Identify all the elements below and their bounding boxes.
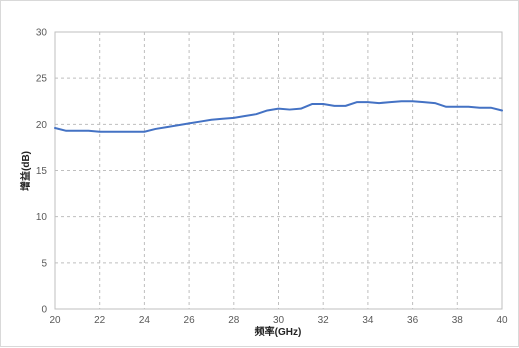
x-tick-label: 38 <box>452 315 464 326</box>
series-line <box>54 100 503 133</box>
y-tick-label: 25 <box>36 74 48 85</box>
x-tick-label: 22 <box>94 315 106 326</box>
y-tick-label: 20 <box>36 120 48 131</box>
y-axis-title: 增益(dB) <box>19 151 32 191</box>
x-tick-label: 32 <box>318 315 330 326</box>
x-tick-label: 24 <box>139 315 151 326</box>
x-tick-label: 40 <box>496 315 508 326</box>
x-tick-label: 28 <box>228 315 240 326</box>
y-tick-label: 15 <box>36 166 48 177</box>
x-tick-label: 30 <box>273 315 285 326</box>
x-tick-label: 34 <box>362 315 374 326</box>
x-tick-label: 36 <box>407 315 419 326</box>
x-tick-label: 20 <box>49 315 61 326</box>
y-tick-label: 30 <box>36 28 48 39</box>
x-tick-label: 26 <box>184 315 196 326</box>
y-tick-label: 0 <box>41 305 47 316</box>
y-tick-label: 5 <box>41 258 47 269</box>
y-tick-label: 10 <box>36 212 48 223</box>
x-axis-title: 频率(GHz) <box>255 325 302 338</box>
